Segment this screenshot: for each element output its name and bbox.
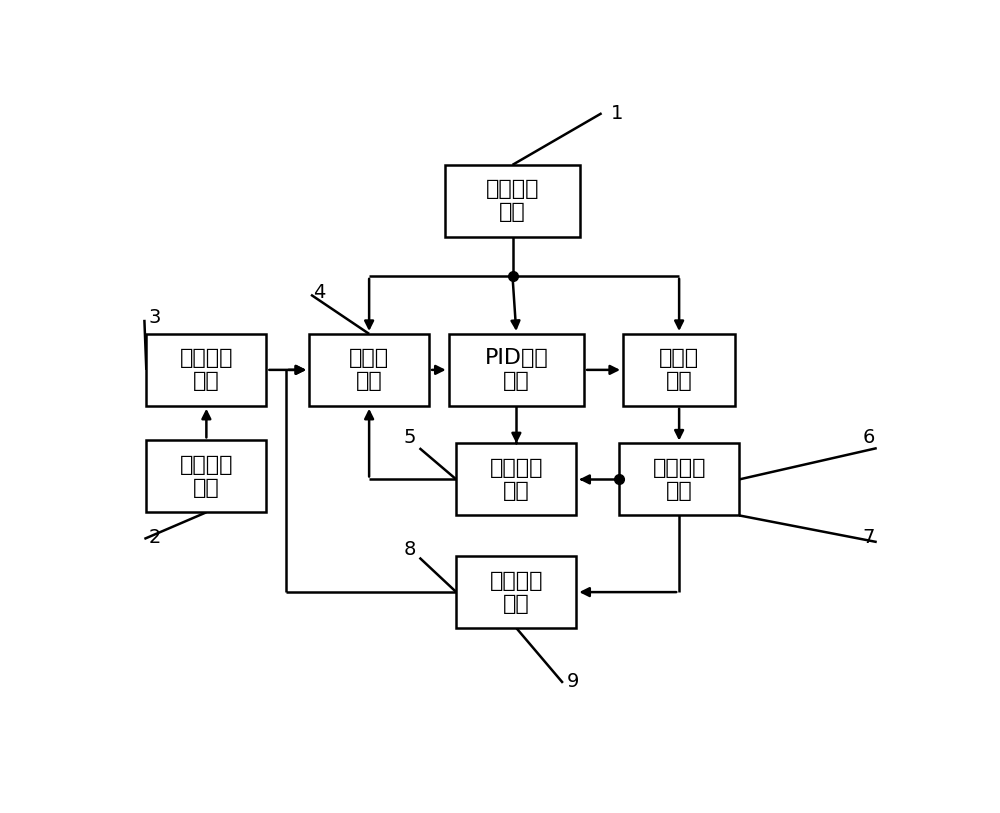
- Bar: [456, 556, 576, 628]
- Bar: [146, 334, 266, 406]
- Text: 电流输出
模块: 电流输出 模块: [652, 458, 706, 501]
- Text: 6: 6: [863, 428, 875, 447]
- Text: 8: 8: [404, 540, 416, 559]
- Text: 3: 3: [148, 308, 161, 328]
- Text: 电流设置
模块: 电流设置 模块: [180, 348, 233, 392]
- Text: 减法器
模块: 减法器 模块: [349, 348, 389, 392]
- Bar: [449, 334, 584, 406]
- Text: 加法器
模块: 加法器 模块: [659, 348, 699, 392]
- Text: 第二反馈
模块: 第二反馈 模块: [490, 571, 543, 614]
- Bar: [623, 334, 735, 406]
- Text: 9: 9: [567, 672, 579, 690]
- Bar: [309, 334, 429, 406]
- Text: PID控制
模块: PID控制 模块: [484, 348, 548, 392]
- Text: 限流设置
模块: 限流设置 模块: [180, 454, 233, 498]
- Bar: [445, 165, 580, 237]
- Bar: [619, 443, 739, 515]
- Bar: [456, 443, 576, 515]
- Text: 4: 4: [313, 284, 325, 302]
- Bar: [146, 441, 266, 512]
- Text: 7: 7: [863, 528, 875, 547]
- Text: 参考电压
模块: 参考电压 模块: [486, 179, 539, 223]
- Text: 5: 5: [404, 428, 416, 447]
- Text: 2: 2: [148, 528, 161, 547]
- Text: 1: 1: [611, 104, 623, 123]
- Text: 第一反馈
模块: 第一反馈 模块: [490, 458, 543, 501]
